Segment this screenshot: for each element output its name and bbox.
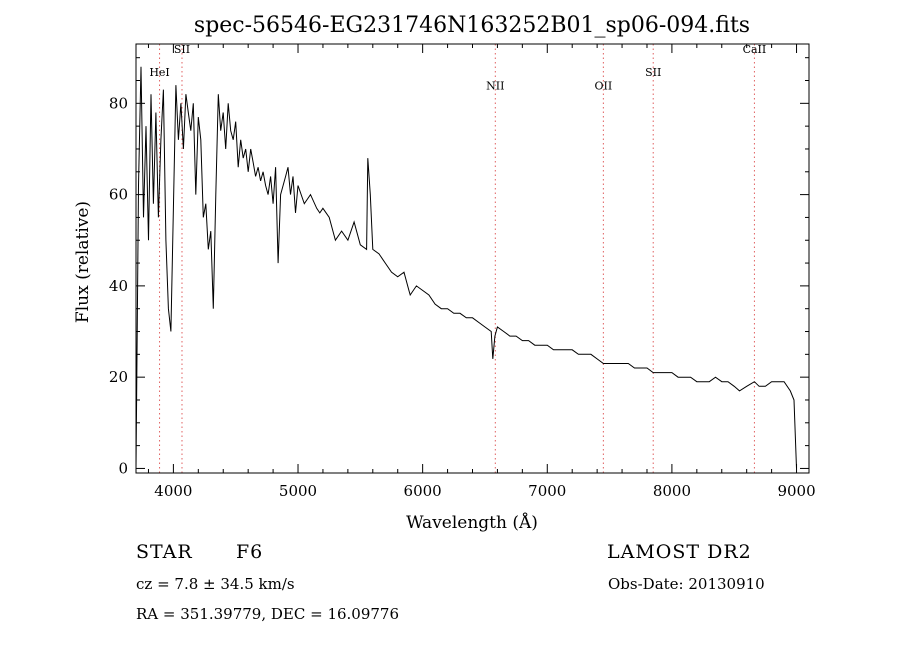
y-tick-label: 20: [109, 368, 128, 386]
object-type: STAR: [136, 541, 193, 563]
emission-line-label: HeI: [149, 66, 169, 79]
x-tick-label: 8000: [653, 482, 691, 500]
spectral-subclass: F6: [236, 541, 264, 563]
emission-line-labels: HeI SII NII OII SII CaII: [149, 43, 766, 93]
emission-line-markers: [159, 44, 755, 473]
x-tick-label: 7000: [528, 482, 566, 500]
x-tick-label: 9000: [777, 482, 815, 500]
survey-name: LAMOST DR2: [607, 541, 752, 563]
y-tick-label: 40: [109, 277, 128, 295]
x-axis-label: Wavelength (Å): [406, 512, 538, 533]
y-tick-label: 60: [109, 186, 128, 204]
observation-date: Obs-Date: 20130910: [608, 575, 765, 593]
y-axis-ticks: 0 20 40 60 80: [109, 57, 809, 477]
redshift-velocity: cz = 7.8 ± 34.5 km/s: [136, 575, 295, 593]
x-axis-ticks: 4000 5000 6000 7000 8000 9000: [147, 44, 816, 500]
x-tick-label: 6000: [404, 482, 442, 500]
y-tick-label: 80: [109, 94, 128, 112]
plot-frame: [135, 43, 810, 474]
emission-line-label: SII: [174, 43, 190, 56]
emission-line-label: NII: [486, 80, 504, 93]
x-tick-label: 5000: [279, 482, 317, 500]
chart-title: spec-56546-EG231746N163252B01_sp06-094.f…: [194, 13, 750, 38]
x-tick-label: 4000: [154, 482, 192, 500]
emission-line-label: CaII: [743, 43, 767, 56]
emission-line-label: OII: [595, 80, 613, 93]
y-axis-label: Flux (relative): [73, 201, 93, 323]
spectrum-line: [135, 66, 797, 469]
sky-coordinates: RA = 351.39779, DEC = 16.09776: [136, 605, 400, 623]
emission-line-label: SII: [645, 66, 661, 79]
y-tick-label: 0: [118, 459, 128, 477]
